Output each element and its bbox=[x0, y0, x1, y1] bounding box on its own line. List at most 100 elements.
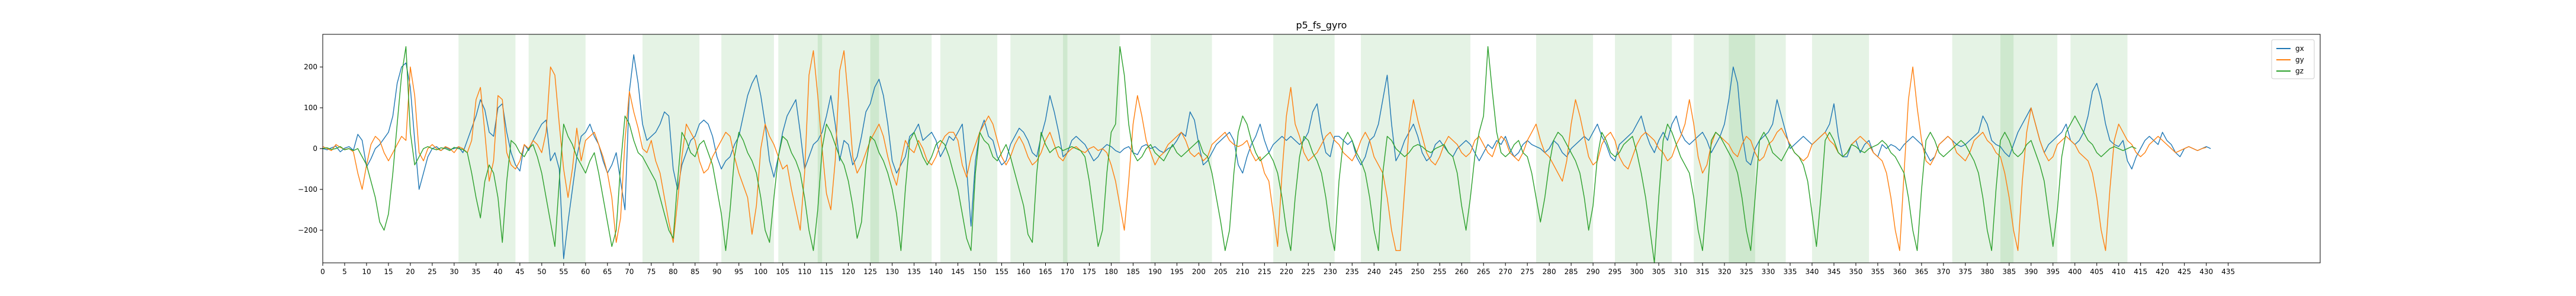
x-tick-label: 250 bbox=[1411, 268, 1425, 276]
x-tick-label: 5 bbox=[342, 268, 347, 276]
x-tick-label: 245 bbox=[1389, 268, 1403, 276]
x-tick-label: 55 bbox=[559, 268, 568, 276]
x-tick-label: 380 bbox=[1980, 268, 1994, 276]
x-tick-label: 130 bbox=[885, 268, 899, 276]
x-tick-label: 240 bbox=[1367, 268, 1381, 276]
shaded-region bbox=[1010, 34, 1068, 263]
series-line-gx bbox=[322, 54, 2211, 259]
shaded-region bbox=[721, 34, 774, 263]
x-tick-label: 270 bbox=[1499, 268, 1512, 276]
shaded-region bbox=[1729, 34, 1786, 263]
x-tick-label: 260 bbox=[1455, 268, 1469, 276]
shaded-region bbox=[1536, 34, 1594, 263]
x-tick-label: 255 bbox=[1433, 268, 1447, 276]
shaded-region bbox=[778, 34, 823, 263]
legend: gx gy gz bbox=[2271, 39, 2315, 79]
x-tick-label: 195 bbox=[1170, 268, 1184, 276]
x-tick-label: 125 bbox=[863, 268, 877, 276]
series-line-gz bbox=[322, 46, 2137, 263]
x-tick-label: 425 bbox=[2177, 268, 2191, 276]
x-tick-label: 80 bbox=[669, 268, 677, 276]
shaded-region bbox=[1413, 34, 1470, 263]
x-tick-label: 145 bbox=[951, 268, 965, 276]
x-tick-label: 115 bbox=[820, 268, 833, 276]
x-tick-label: 20 bbox=[406, 268, 415, 276]
x-tick-label: 405 bbox=[2090, 268, 2103, 276]
x-tick-label: 100 bbox=[754, 268, 767, 276]
x-tick-label: 265 bbox=[1477, 268, 1491, 276]
x-tick-label: 95 bbox=[734, 268, 743, 276]
x-tick-label: 60 bbox=[581, 268, 590, 276]
y-tick-label: 200 bbox=[304, 63, 317, 71]
shaded-region bbox=[1361, 34, 1414, 263]
x-tick-label: 65 bbox=[603, 268, 612, 276]
x-tick-label: 275 bbox=[1521, 268, 1534, 276]
shaded-region bbox=[458, 34, 516, 263]
x-tick-label: 420 bbox=[2156, 268, 2169, 276]
x-tick-label: 220 bbox=[1280, 268, 1293, 276]
x-tick-label: 165 bbox=[1039, 268, 1052, 276]
x-tick-label: 150 bbox=[973, 268, 987, 276]
x-tick-label: 320 bbox=[1718, 268, 1732, 276]
series-lines bbox=[322, 46, 2211, 263]
y-tick-label: 100 bbox=[304, 104, 317, 112]
shaded-region bbox=[528, 34, 586, 263]
x-tick-label: 230 bbox=[1324, 268, 1337, 276]
x-tick-label: 355 bbox=[1871, 268, 1884, 276]
x-tick-label: 200 bbox=[1192, 268, 1206, 276]
x-tick-label: 30 bbox=[449, 268, 458, 276]
shaded-region bbox=[1952, 34, 2014, 263]
shaded-region bbox=[2000, 34, 2058, 263]
shaded-region bbox=[642, 34, 700, 263]
x-tick-label: 75 bbox=[647, 268, 656, 276]
x-tick-label: 235 bbox=[1345, 268, 1359, 276]
x-tick-label: 350 bbox=[1849, 268, 1862, 276]
x-tick-label: 170 bbox=[1061, 268, 1074, 276]
x-tick-label: 140 bbox=[929, 268, 943, 276]
shaded-regions bbox=[458, 34, 2128, 263]
legend-label-gz: gz bbox=[2295, 67, 2304, 75]
x-tick-label: 175 bbox=[1083, 268, 1096, 276]
x-tick-label: 155 bbox=[995, 268, 1008, 276]
x-tick-label: 90 bbox=[712, 268, 721, 276]
y-tick-label: −100 bbox=[298, 185, 317, 194]
x-tick-label: 45 bbox=[515, 268, 524, 276]
x-tick-label: 110 bbox=[798, 268, 811, 276]
x-tick-label: 205 bbox=[1214, 268, 1228, 276]
x-tick-label: 10 bbox=[362, 268, 371, 276]
y-tick-label: −200 bbox=[298, 226, 317, 234]
legend-label-gx: gx bbox=[2295, 44, 2304, 53]
x-tick-label: 160 bbox=[1017, 268, 1030, 276]
x-tick-label: 180 bbox=[1104, 268, 1118, 276]
x-tick-label: 435 bbox=[2221, 268, 2235, 276]
x-axis-ticks: 0 5 10 15 20 25 30 35 40 45 50 55 60 65 70 75 80 85 90 95 10… bbox=[320, 263, 2235, 276]
x-tick-label: 330 bbox=[1762, 268, 1775, 276]
x-tick-label: 360 bbox=[1893, 268, 1906, 276]
x-tick-label: 225 bbox=[1302, 268, 1315, 276]
x-tick-label: 0 bbox=[320, 268, 325, 276]
x-tick-label: 395 bbox=[2046, 268, 2060, 276]
x-tick-label: 335 bbox=[1784, 268, 1797, 276]
x-tick-label: 400 bbox=[2068, 268, 2082, 276]
x-tick-label: 105 bbox=[776, 268, 789, 276]
x-tick-label: 390 bbox=[2024, 268, 2038, 276]
x-tick-label: 120 bbox=[841, 268, 855, 276]
x-tick-label: 280 bbox=[1543, 268, 1556, 276]
x-tick-label: 295 bbox=[1608, 268, 1622, 276]
x-tick-label: 50 bbox=[537, 268, 546, 276]
legend-frame bbox=[2271, 39, 2315, 79]
x-tick-label: 135 bbox=[907, 268, 921, 276]
shaded-region bbox=[870, 34, 932, 263]
x-tick-label: 385 bbox=[2002, 268, 2016, 276]
x-tick-label: 215 bbox=[1258, 268, 1271, 276]
chart-title: p5_fs_gyro bbox=[1296, 20, 1347, 31]
x-tick-label: 415 bbox=[2134, 268, 2147, 276]
x-tick-label: 185 bbox=[1126, 268, 1140, 276]
x-tick-label: 370 bbox=[1936, 268, 1950, 276]
y-axis-ticks: −200 −100 0 100 200 bbox=[298, 63, 323, 234]
x-tick-label: 345 bbox=[1827, 268, 1841, 276]
x-tick-label: 290 bbox=[1586, 268, 1600, 276]
x-tick-label: 35 bbox=[471, 268, 480, 276]
